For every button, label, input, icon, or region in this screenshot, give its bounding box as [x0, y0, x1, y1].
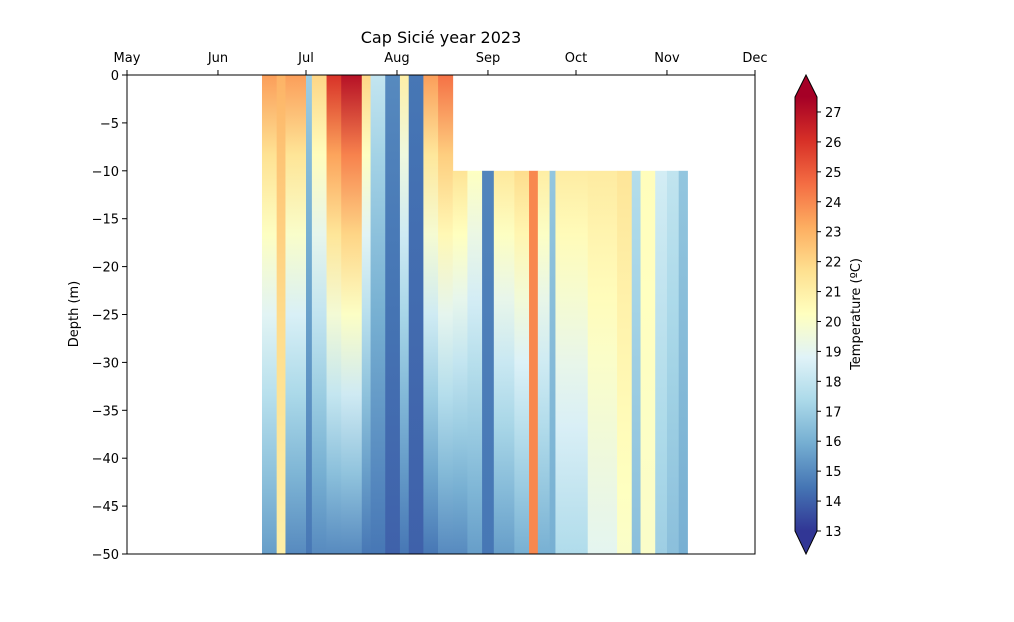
colorbar: 13 14 15 16 17 18 19 20 21 22 23 24 25 26 27: [794, 73, 842, 556]
x-tick-label: Aug: [384, 51, 409, 66]
colorbar-tick-label: 16: [825, 435, 842, 450]
heatmap-cell: [438, 75, 454, 554]
colorbar-body: [795, 97, 817, 531]
heatmap-cell: [555, 170, 589, 554]
heatmap-cell: [385, 75, 401, 554]
y-tick-label: −35: [92, 404, 119, 419]
heatmap-cell: [452, 170, 468, 554]
colorbar-tick-label: 25: [825, 166, 842, 181]
colorbar-label: Temperature (ºC): [849, 258, 864, 371]
colorbar-tick-label: 21: [825, 286, 842, 301]
y-tick-label: −25: [92, 309, 119, 324]
x-tick-label: Nov: [654, 51, 680, 66]
heatmap-cell: [276, 75, 286, 554]
y-tick-label: −40: [92, 452, 119, 467]
y-tick-label: −30: [92, 356, 119, 371]
heatmap-cell: [493, 170, 515, 554]
colorbar-tick-label: 18: [825, 375, 842, 390]
colorbar-extend-max: [795, 75, 817, 97]
heatmap-cell: [617, 170, 633, 554]
y-tick-label: −5: [100, 117, 119, 132]
y-axis-ticks: 0 −5 −10 −15 −20 −25 −30 −35 −40 −45 −50: [92, 69, 127, 563]
colorbar-extend-min: [795, 531, 817, 554]
heatmap-cell: [631, 170, 641, 554]
colorbar-tick-label: 13: [825, 525, 842, 540]
chart-title: Cap Sicié year 2023: [361, 28, 522, 47]
heatmap-cell: [370, 75, 386, 554]
heatmap-cell: [326, 75, 342, 554]
heatmap-cell: [361, 75, 371, 554]
y-tick-label: −20: [92, 261, 119, 276]
heatmap-cell: [678, 170, 688, 554]
heatmap-cell: [261, 75, 278, 554]
heatmap-cell: [408, 75, 424, 554]
x-axis-ticks: May Jun Jul Aug Sep Oct Nov Dec: [114, 51, 768, 75]
y-axis-label: Depth (m): [67, 281, 82, 348]
x-tick-label: May: [114, 51, 141, 66]
heatmap-cell: [666, 170, 680, 554]
x-tick-label: Sep: [476, 51, 501, 66]
heatmap-cell: [482, 170, 495, 554]
heatmap-cell: [423, 75, 439, 554]
heatmap-cell: [655, 170, 668, 554]
heatmap-plot-area: [261, 75, 688, 554]
x-tick-label: Oct: [565, 51, 587, 66]
x-tick-label: Dec: [742, 51, 767, 66]
colorbar-tick-label: 14: [825, 495, 842, 510]
colorbar-tick-label: 20: [825, 315, 842, 330]
colorbar-tick-label: 24: [825, 196, 842, 211]
colorbar-tick-label: 23: [825, 226, 842, 241]
colorbar-tick-label: 17: [825, 405, 842, 420]
heatmap-cell: [399, 75, 410, 554]
x-tick-label: Jul: [297, 51, 314, 66]
y-tick-label: −10: [92, 165, 119, 180]
heatmap-cell: [640, 170, 656, 554]
x-tick-label: Jun: [207, 51, 228, 66]
y-tick-label: −50: [92, 548, 119, 563]
heatmap-cell: [587, 170, 618, 554]
y-tick-label: 0: [111, 69, 119, 84]
y-tick-label: −45: [92, 500, 119, 515]
colorbar-tick-label: 22: [825, 256, 842, 271]
heatmap-cell: [537, 170, 550, 554]
heatmap-cell: [311, 75, 327, 554]
y-tick-label: −15: [92, 213, 119, 228]
colorbar-tick-label: 26: [825, 136, 842, 151]
colorbar-tick-label: 19: [825, 345, 842, 360]
colorbar-tick-label: 27: [825, 106, 842, 121]
heatmap-cell: [467, 170, 483, 554]
heatmap-cell: [514, 170, 530, 554]
heatmap-cell: [549, 170, 556, 554]
heatmap-cell: [306, 75, 313, 554]
heatmap-cell: [285, 75, 307, 554]
heatmap-cell: [529, 170, 539, 554]
colorbar-tick-label: 15: [825, 465, 842, 480]
heatmap-cell: [341, 75, 363, 554]
